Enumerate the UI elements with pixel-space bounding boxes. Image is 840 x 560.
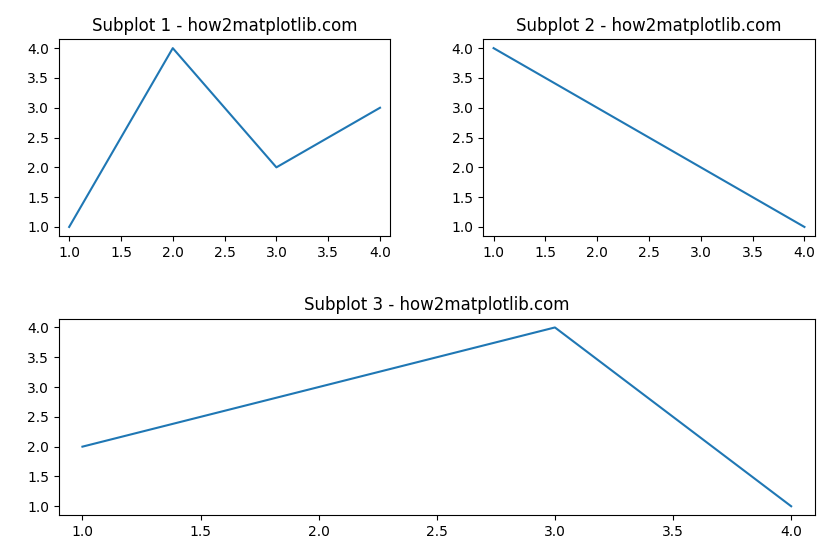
Title: Subplot 3 - how2matplotlib.com: Subplot 3 - how2matplotlib.com bbox=[304, 296, 570, 314]
Title: Subplot 2 - how2matplotlib.com: Subplot 2 - how2matplotlib.com bbox=[517, 17, 782, 35]
Title: Subplot 1 - how2matplotlib.com: Subplot 1 - how2matplotlib.com bbox=[92, 17, 357, 35]
